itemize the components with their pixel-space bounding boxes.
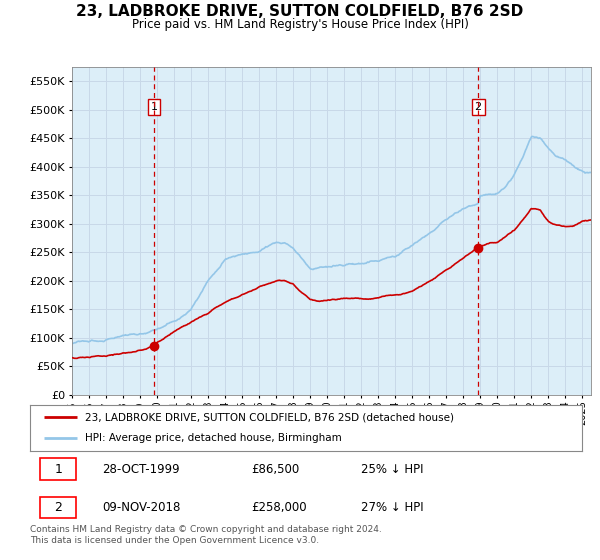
- Text: 23, LADBROKE DRIVE, SUTTON COLDFIELD, B76 2SD: 23, LADBROKE DRIVE, SUTTON COLDFIELD, B7…: [76, 4, 524, 20]
- Text: 1: 1: [54, 463, 62, 475]
- Bar: [40, 497, 76, 518]
- Text: HPI: Average price, detached house, Birmingham: HPI: Average price, detached house, Birm…: [85, 433, 342, 444]
- Text: Price paid vs. HM Land Registry's House Price Index (HPI): Price paid vs. HM Land Registry's House …: [131, 18, 469, 31]
- Text: 09-NOV-2018: 09-NOV-2018: [102, 501, 180, 514]
- Text: 25% ↓ HPI: 25% ↓ HPI: [361, 463, 424, 475]
- Text: £258,000: £258,000: [251, 501, 307, 514]
- Text: Contains HM Land Registry data © Crown copyright and database right 2024.
This d: Contains HM Land Registry data © Crown c…: [30, 525, 382, 545]
- Text: 2: 2: [475, 102, 482, 112]
- Text: 23, LADBROKE DRIVE, SUTTON COLDFIELD, B76 2SD (detached house): 23, LADBROKE DRIVE, SUTTON COLDFIELD, B7…: [85, 412, 454, 422]
- Text: 28-OCT-1999: 28-OCT-1999: [102, 463, 179, 475]
- Text: 2: 2: [54, 501, 62, 514]
- Bar: [40, 459, 76, 479]
- Text: 1: 1: [151, 102, 158, 112]
- Text: 27% ↓ HPI: 27% ↓ HPI: [361, 501, 424, 514]
- Text: £86,500: £86,500: [251, 463, 299, 475]
